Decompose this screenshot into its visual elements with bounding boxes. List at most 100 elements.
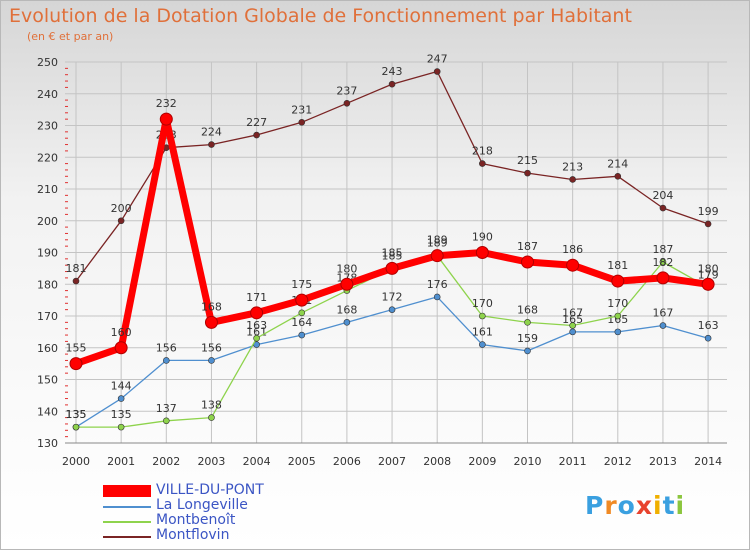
data-point-ville-du-pont <box>69 357 83 371</box>
data-label-la-longeville: 163 <box>698 319 719 332</box>
y-tick-label: 140 <box>37 405 58 418</box>
legend-label: La Longeville <box>156 497 248 513</box>
data-point-la-longeville <box>524 347 531 355</box>
data-point-montbeno-t <box>569 322 576 329</box>
data-label-la-longeville: 156 <box>201 341 222 354</box>
x-tick-label: 2009 <box>468 455 496 468</box>
data-label-la-longeville: 161 <box>472 326 493 339</box>
data-point-ville-du-pont <box>430 249 444 263</box>
data-label-montflovin: 213 <box>562 160 583 173</box>
data-point-la-longeville <box>298 331 306 339</box>
data-label-ville-du-pont: 182 <box>652 256 673 269</box>
y-tick-label: 160 <box>37 342 58 355</box>
data-point-montflovin <box>343 99 351 107</box>
data-point-ville-du-pont <box>611 274 625 288</box>
data-point-la-longeville <box>569 328 576 336</box>
data-label-montflovin: 237 <box>336 84 357 97</box>
data-label-la-longeville: 156 <box>156 341 177 354</box>
data-label-montflovin: 218 <box>472 145 493 158</box>
logo-letter: i <box>675 491 686 520</box>
logo-letter: t <box>662 491 676 520</box>
data-label-ville-du-pont: 232 <box>156 97 177 110</box>
x-tick-label: 2006 <box>333 455 361 468</box>
data-label-montflovin: 204 <box>652 189 673 202</box>
x-tick-label: 2008 <box>423 455 451 468</box>
data-label-la-longeville: 159 <box>517 332 538 345</box>
data-label-montbeno-t: 170 <box>472 297 493 310</box>
logo-letter: x <box>635 491 653 520</box>
data-point-ville-du-pont <box>475 246 489 259</box>
data-point-ville-du-pont <box>521 255 534 269</box>
data-point-montflovin <box>433 68 441 75</box>
y-tick-label: 190 <box>37 247 58 260</box>
data-point-montflovin <box>117 217 125 225</box>
data-label-montbeno-t: 135 <box>111 408 132 421</box>
data-label-ville-du-pont: 180 <box>698 262 719 275</box>
data-point-montflovin <box>704 220 712 228</box>
y-tick-label: 170 <box>37 310 58 323</box>
data-label-la-longeville: 135 <box>66 408 87 421</box>
data-point-ville-du-pont <box>656 271 670 285</box>
data-point-montflovin <box>388 80 396 88</box>
data-point-la-longeville <box>614 328 622 336</box>
data-label-ville-du-pont: 186 <box>562 243 583 256</box>
data-point-montbeno-t <box>614 312 622 320</box>
data-label-montbeno-t: 137 <box>156 402 177 415</box>
data-point-ville-du-pont <box>385 261 399 275</box>
data-point-la-longeville <box>704 334 712 342</box>
data-point-montbeno-t <box>524 319 531 326</box>
legend-swatch <box>103 485 151 497</box>
x-tick-label: 2012 <box>604 455 632 468</box>
data-label-montflovin: 214 <box>607 157 628 170</box>
data-label-montflovin: 215 <box>517 154 538 167</box>
data-label-montbeno-t: 138 <box>201 399 222 412</box>
legend-label: Montflovin <box>156 527 230 543</box>
data-point-la-longeville <box>433 293 441 301</box>
data-label-montflovin: 181 <box>66 262 87 275</box>
data-label-montflovin: 227 <box>246 116 267 129</box>
data-point-montflovin <box>72 277 80 285</box>
x-tick-label: 2004 <box>243 455 271 468</box>
data-label-la-longeville: 165 <box>562 313 583 326</box>
data-label-la-longeville: 164 <box>291 316 312 329</box>
data-label-ville-du-pont: 189 <box>427 234 448 247</box>
chart-title: Evolution de la Dotation Globale de Fonc… <box>9 5 632 27</box>
data-label-montflovin: 199 <box>698 205 719 218</box>
data-point-montbeno-t <box>117 423 125 431</box>
data-point-montflovin <box>659 204 667 212</box>
y-tick-label: 240 <box>37 88 58 101</box>
y-tick-label: 200 <box>37 215 58 228</box>
data-label-montbeno-t: 170 <box>607 297 628 310</box>
logo-letter: i <box>653 491 663 520</box>
data-label-montflovin: 231 <box>291 103 312 116</box>
data-label-ville-du-pont: 187 <box>517 240 538 253</box>
data-label-montbeno-t: 168 <box>517 303 538 316</box>
data-point-la-longeville <box>117 395 125 402</box>
legend-swatch <box>103 521 151 523</box>
data-label-ville-du-pont: 185 <box>382 246 403 259</box>
data-label-la-longeville: 172 <box>382 291 403 304</box>
data-label-montbeno-t: 135 <box>66 408 87 421</box>
data-point-montbeno-t <box>208 414 215 421</box>
data-point-ville-du-pont <box>701 277 715 291</box>
legend-label: VILLE-DU-PONT <box>156 482 264 498</box>
x-tick-label: 2005 <box>288 455 316 468</box>
data-point-montbeno-t <box>659 258 667 266</box>
data-label-montbeno-t: 179 <box>698 268 719 281</box>
data-point-montflovin <box>614 173 622 180</box>
data-label-montbeno-t: 163 <box>246 319 267 332</box>
y-tick-label: 130 <box>37 437 58 450</box>
x-tick-label: 2000 <box>62 455 90 468</box>
data-point-ville-du-pont <box>340 277 354 291</box>
data-point-ville-du-pont <box>566 258 580 272</box>
data-point-la-longeville <box>343 319 351 326</box>
data-label-montflovin: 200 <box>111 202 132 215</box>
data-point-la-longeville <box>479 341 486 348</box>
x-tick-label: 2003 <box>197 455 225 468</box>
data-point-ville-du-pont <box>204 315 218 329</box>
data-point-ville-du-pont <box>114 341 128 355</box>
data-label-ville-du-pont: 155 <box>66 342 87 355</box>
legend-swatch <box>103 506 151 508</box>
x-tick-label: 2002 <box>152 455 180 468</box>
data-label-la-longeville: 176 <box>427 278 448 291</box>
